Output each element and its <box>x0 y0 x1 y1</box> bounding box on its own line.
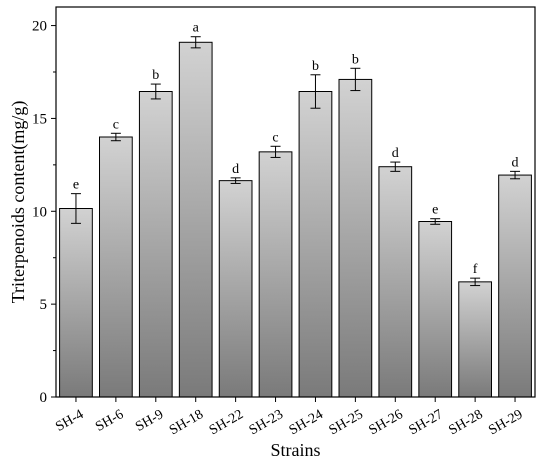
bar-SH-23 <box>258 151 293 398</box>
significance-label-SH-22: d <box>232 162 239 177</box>
error-bar-SH-4 <box>70 193 81 224</box>
error-bar-SH-27 <box>430 218 441 225</box>
y-tick-label: 15 <box>32 111 47 127</box>
significance-label-SH-9: b <box>152 68 159 83</box>
error-bar-SH-25 <box>350 67 361 92</box>
error-bar-SH-29 <box>510 170 521 180</box>
x-axis-title: Strains <box>270 440 320 460</box>
bar-SH-4 <box>59 208 93 398</box>
y-axis-ticks: 0 5 10 15 20 <box>32 19 56 406</box>
significance-label-SH-18: a <box>193 21 200 36</box>
error-bar-SH-26 <box>390 161 401 172</box>
y-tick-label: 10 <box>32 204 47 220</box>
error-bars-layer <box>70 36 521 287</box>
y-tick-label: 20 <box>32 19 47 35</box>
bar-SH-25 <box>338 78 373 398</box>
error-bar-SH-18 <box>190 36 201 49</box>
error-bar-SH-6 <box>110 132 121 142</box>
bar-SH-26 <box>378 166 413 398</box>
x-tick-label-SH-28: SH-28 <box>446 407 485 438</box>
bar-SH-18 <box>178 41 213 398</box>
error-bar-SH-22 <box>230 177 241 184</box>
bar-SH-22 <box>218 180 253 398</box>
error-bar-SH-24 <box>310 74 321 109</box>
x-tick-label-SH-26: SH-26 <box>367 407 406 438</box>
significance-label-SH-24: b <box>312 59 319 74</box>
significance-label-SH-25: b <box>352 52 359 67</box>
x-tick-label-SH-9: SH-9 <box>133 407 166 435</box>
significance-label-SH-28: f <box>473 262 478 277</box>
error-bar-SH-9 <box>150 83 161 100</box>
x-tick-label-SH-27: SH-27 <box>406 407 445 438</box>
significance-label-SH-26: d <box>392 146 399 161</box>
error-bar-SH-23 <box>270 145 281 158</box>
significance-label-SH-6: c <box>113 117 119 132</box>
bar-SH-29 <box>498 174 532 398</box>
y-axis-title: Triterpenoids content(mg/g) <box>8 101 29 304</box>
x-tick-label-SH-4: SH-4 <box>53 407 86 435</box>
bar-SH-6 <box>99 136 133 398</box>
y-tick-label: 5 <box>40 297 48 313</box>
significance-label-SH-27: e <box>432 203 438 218</box>
error-bar-SH-28 <box>470 277 481 287</box>
x-tick-label-SH-23: SH-23 <box>247 407 286 438</box>
significance-labels-layer: e c b a d c b b d e f d <box>73 21 519 277</box>
bars-layer <box>59 41 532 398</box>
x-tick-label-SH-6: SH-6 <box>93 407 126 435</box>
x-tick-label-SH-25: SH-25 <box>327 407 366 438</box>
x-tick-label-SH-24: SH-24 <box>287 407 326 438</box>
bar-SH-24 <box>298 91 333 398</box>
x-tick-label-SH-18: SH-18 <box>167 407 206 438</box>
significance-label-SH-4: e <box>73 178 79 193</box>
bar-SH-28 <box>458 281 492 398</box>
x-tick-label-SH-22: SH-22 <box>207 407 246 438</box>
x-tick-label-SH-29: SH-29 <box>486 407 525 438</box>
significance-label-SH-23: c <box>272 130 278 145</box>
plot-frame <box>55 6 536 398</box>
bar-SH-9 <box>138 91 173 398</box>
significance-label-SH-29: d <box>512 155 519 170</box>
bar-SH-27 <box>418 221 453 398</box>
y-tick-label: 0 <box>40 390 48 406</box>
x-axis-ticks: SH-4 SH-6 SH-9 SH-18 SH-22 SH-23 SH-24 SH-25 SH-… <box>53 397 525 438</box>
